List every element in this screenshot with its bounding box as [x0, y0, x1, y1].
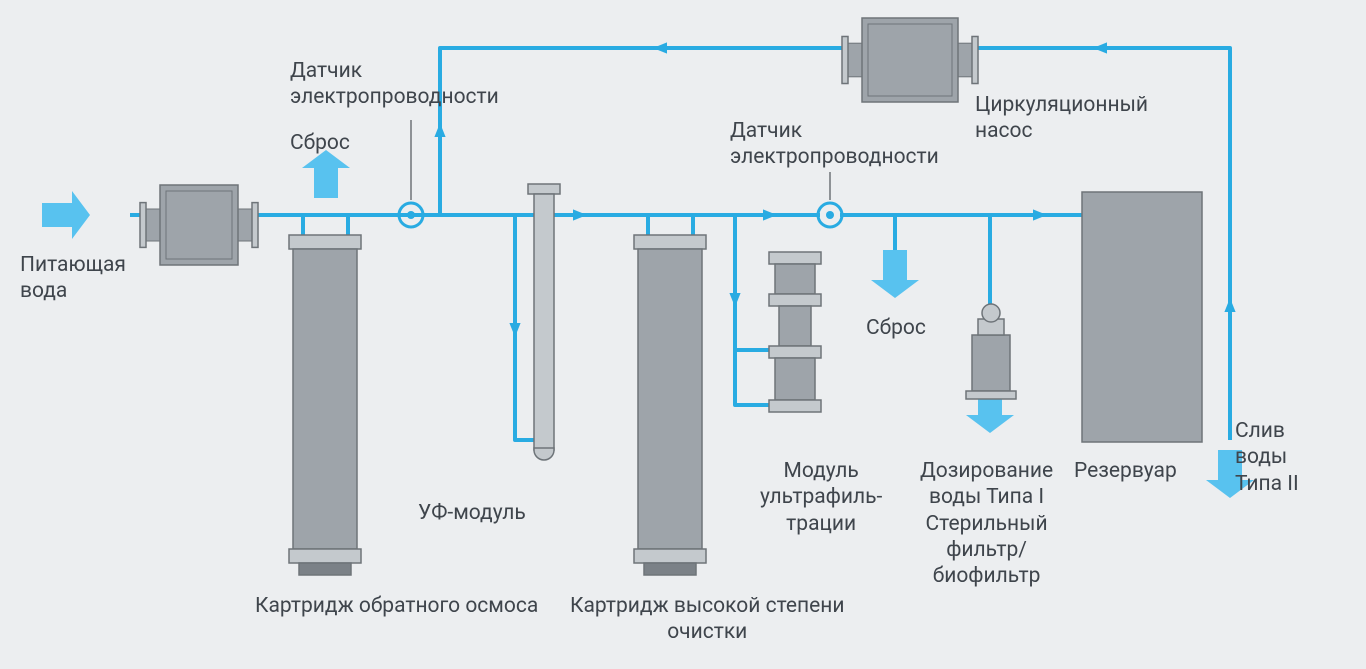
label-discharge1: Сброс	[290, 130, 350, 156]
label-sensor2: Датчик электропроводности	[730, 118, 939, 171]
big-arrow	[871, 250, 919, 298]
label-polish: Картридж высокой степени очистки	[570, 593, 845, 646]
flow-arrow	[509, 323, 520, 337]
label-osmosis: Картридж обратного осмоса	[255, 593, 538, 619]
big-arrow	[42, 191, 90, 239]
flow-arrow	[653, 42, 667, 53]
label-pump: Циркуляционный насос	[975, 92, 1148, 145]
flow-arrow	[1093, 42, 1107, 53]
label-discharge2: Сброс	[866, 315, 926, 341]
label-feed: Питающая вода	[20, 252, 126, 305]
uv-module	[534, 448, 554, 460]
label-uv: УФ-модуль	[418, 500, 526, 526]
big-arrow	[302, 150, 350, 198]
flow-arrow	[434, 123, 445, 137]
label-sensor1: Датчик электропроводности	[290, 58, 499, 111]
flow-arrow	[729, 293, 740, 307]
flow-arrow	[1033, 209, 1047, 220]
flow-arrow	[1224, 298, 1235, 312]
reservoir	[1082, 192, 1202, 442]
flow-arrow	[763, 209, 777, 220]
pipe	[735, 215, 775, 405]
label-reservoir: Резервуар	[1074, 458, 1177, 484]
flow-arrow	[573, 209, 587, 220]
dosing-unit	[972, 335, 1010, 391]
label-dosing: Дозирование воды Типа I Стерильный фильт…	[920, 458, 1053, 589]
label-uf: Модуль ультрафиль- трации	[760, 458, 882, 537]
label-drain: Слив воды Типа II	[1235, 418, 1299, 497]
